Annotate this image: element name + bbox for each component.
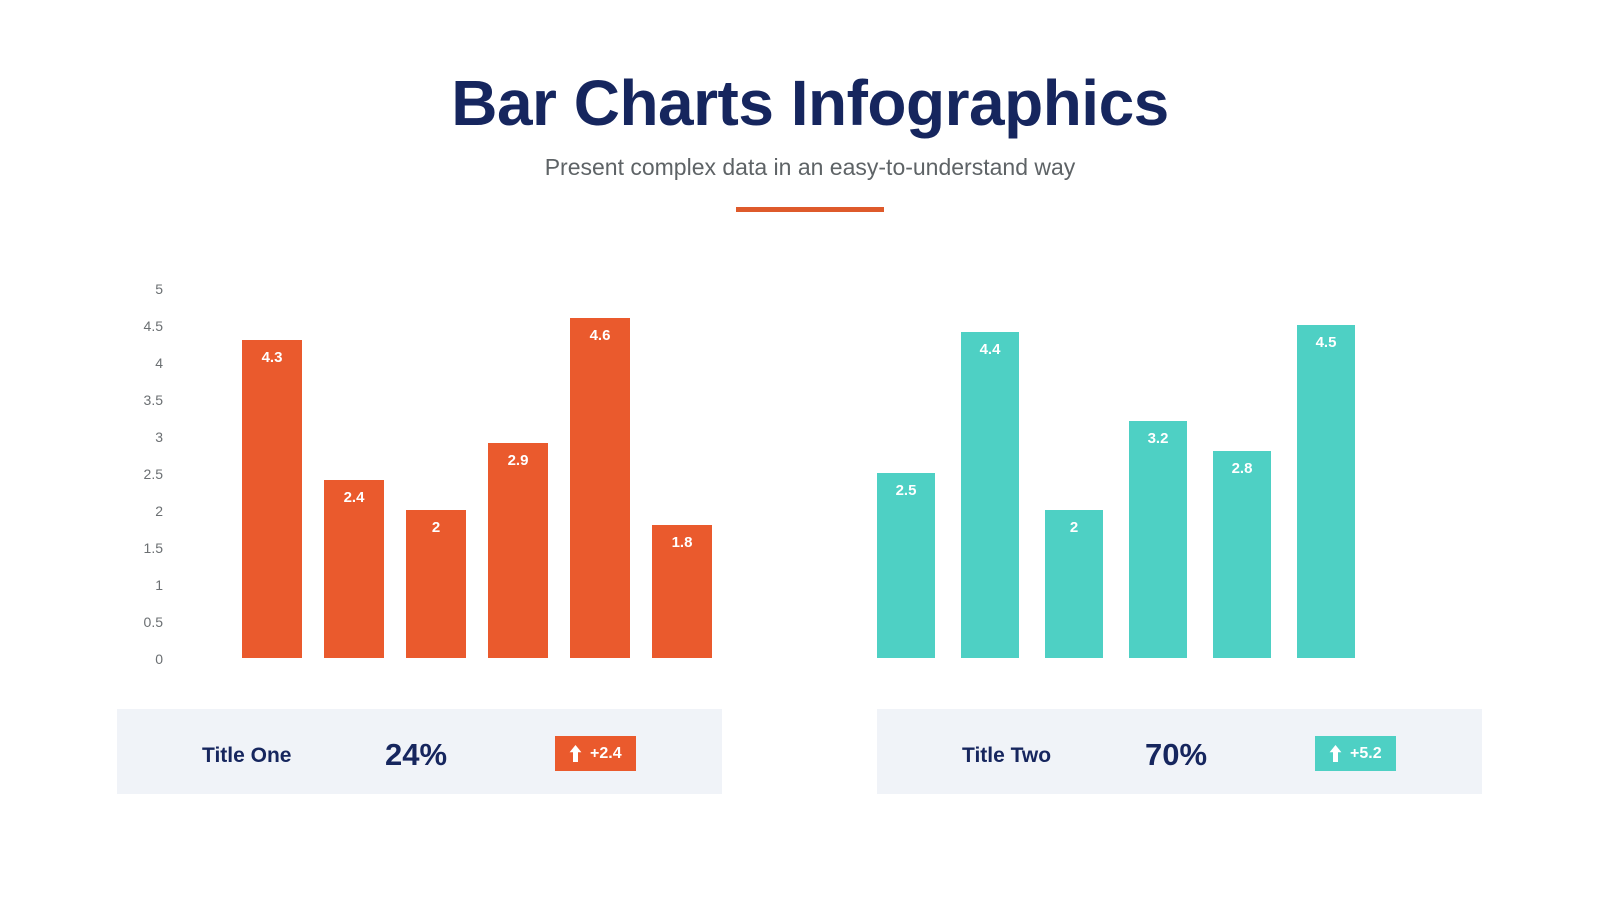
bar[interactable]: 1.8 (652, 524, 712, 658)
bar[interactable]: 2.4 (324, 480, 384, 658)
bar-value-label: 4.4 (979, 341, 1001, 359)
chart-block-one: 5 4.5 4 3.5 3 2.5 2 1.5 1 0.5 0 4.3 2.4 2 2.9 4.6 1.8 (117, 270, 737, 670)
y-axis-tick: 0.5 (143, 614, 163, 630)
summary-content-one: Title One 24% +2.4 (117, 709, 722, 794)
bar-group-one: 4.3 2.4 2 2.9 4.6 1.8 (117, 286, 737, 658)
y-axis-tick: 2.5 (143, 466, 163, 482)
bar-value-label: 3.2 (1147, 430, 1169, 448)
bar-value-label: 2.5 (895, 482, 917, 499)
page-title: Bar Charts Infographics (451, 67, 1169, 139)
y-axis-one: 5 4.5 4 3.5 3 2.5 2 1.5 1 0.5 0 (117, 270, 163, 667)
y-axis-tick: 3.5 (143, 392, 163, 408)
accent-divider (736, 206, 884, 212)
summary-delta-one: +2.4 (590, 744, 622, 762)
y-axis-tick: 3 (155, 429, 163, 445)
y-axis-tick: 2 (155, 503, 163, 519)
arrow-up-icon (569, 745, 582, 762)
bar-value-label: 2 (431, 519, 441, 536)
y-axis-tick: 5 (155, 281, 163, 297)
bar[interactable]: 4.4 (961, 332, 1019, 658)
bar[interactable]: 2.9 (488, 443, 548, 658)
bar[interactable]: 2.8 (1213, 450, 1271, 658)
plot-area-two: 54.543.532.521.510.50 2.54.423.22.84.5 (877, 270, 1497, 670)
bar-value-label: 2.4 (343, 489, 365, 507)
summary-title-one: Title One (202, 744, 292, 767)
bar[interactable]: 4.3 (242, 339, 302, 658)
bar-value-label: 2.9 (507, 452, 529, 470)
summary-percent-two: 70% (1145, 737, 1208, 772)
summary-delta-two: +5.2 (1350, 744, 1382, 762)
y-axis-tick: 0 (155, 651, 163, 667)
bar-value-label: 4.5 (1315, 334, 1337, 351)
y-axis-tick: 4 (155, 355, 163, 371)
summary-percent-one: 24% (385, 737, 448, 772)
bar[interactable]: 3.2 (1129, 421, 1187, 658)
bar[interactable]: 2.5 (877, 473, 935, 658)
arrow-up-icon (1329, 745, 1342, 762)
chart-block-two: 54.543.532.521.510.50 2.54.423.22.84.5 (877, 270, 1497, 670)
bar[interactable]: 4.5 (1297, 325, 1355, 658)
summary-trend-badge-two[interactable]: +5.2 (1315, 736, 1396, 771)
bar-value-label: 1.8 (671, 533, 693, 551)
y-axis-tick: 1.5 (143, 540, 163, 556)
bar-value-label: 4.6 (589, 326, 611, 344)
summary-content-two: Title Two 70% +5.2 (877, 709, 1482, 794)
bar-group-two: 2.5 4.4 2 3.2 2.8 4.5 (877, 286, 1497, 658)
plot-area-one: 5 4.5 4 3.5 3 2.5 2 1.5 1 0.5 0 4.3 2.4 2 2.9 4.6 1.8 (117, 270, 737, 670)
bar-value-label: 2 (1069, 519, 1079, 536)
summary-title-two: Title Two (962, 744, 1052, 767)
bar-value-label: 2.8 (1231, 459, 1253, 477)
y-axis-tick: 4.5 (143, 318, 163, 334)
header: Bar Charts Infographics Present complex … (0, 0, 1620, 212)
page-subtitle: Present complex data in an easy-to-under… (544, 153, 1076, 180)
summary-panel-one[interactable]: Title One 24% +2.4 (117, 709, 722, 794)
bar[interactable]: 2 (1045, 510, 1103, 658)
bar[interactable]: 4.6 (570, 317, 630, 658)
summary-trend-badge-one[interactable]: +2.4 (555, 736, 636, 771)
summary-panel-two[interactable]: Title Two 70% +5.2 (877, 709, 1482, 794)
y-axis-tick: 1 (155, 577, 163, 593)
bar-value-label: 4.3 (261, 348, 283, 366)
bar[interactable]: 2 (406, 510, 466, 658)
